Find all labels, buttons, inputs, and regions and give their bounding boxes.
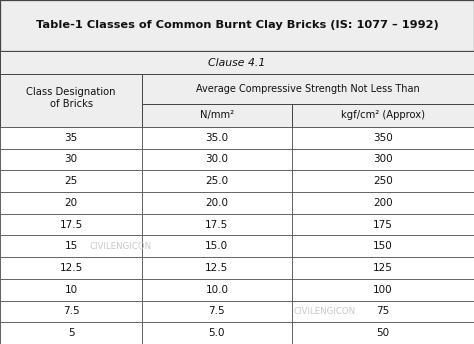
Bar [142, 104, 292, 127]
Text: N/mm²: N/mm² [200, 110, 234, 120]
Bar [142, 279, 292, 301]
Text: 100: 100 [373, 285, 392, 295]
Text: 25: 25 [64, 176, 78, 186]
Bar [292, 170, 474, 192]
Bar [0, 127, 142, 149]
Bar [0, 322, 142, 344]
Text: Average Compressive Strength Not Less Than: Average Compressive Strength Not Less Th… [196, 84, 420, 94]
Text: 15.0: 15.0 [205, 241, 228, 251]
Bar [292, 322, 474, 344]
Text: 300: 300 [373, 154, 392, 164]
Text: of Bricks: of Bricks [50, 99, 92, 109]
Bar [292, 279, 474, 301]
Text: 10.0: 10.0 [205, 285, 228, 295]
Bar [142, 257, 292, 279]
Bar [142, 235, 292, 257]
Bar [292, 192, 474, 214]
Text: 350: 350 [373, 133, 392, 143]
Text: 125: 125 [373, 263, 392, 273]
Text: Table-1 Classes of Common Burnt Clay Bricks (IS: 1077 – 1992): Table-1 Classes of Common Burnt Clay Bri… [36, 20, 438, 31]
Bar [142, 192, 292, 214]
Text: 35: 35 [64, 133, 78, 143]
Text: 20.0: 20.0 [205, 198, 228, 208]
Text: 200: 200 [373, 198, 392, 208]
Text: 17.5: 17.5 [205, 219, 228, 229]
Bar [0, 149, 142, 170]
Text: 20: 20 [64, 198, 78, 208]
Text: 50: 50 [376, 328, 389, 338]
Bar [0, 74, 142, 104]
Text: kgf/cm² (Approx): kgf/cm² (Approx) [341, 110, 425, 120]
Text: 150: 150 [373, 241, 392, 251]
Text: CIVILENGICON: CIVILENGICON [90, 242, 152, 251]
Bar [142, 170, 292, 192]
Text: 17.5: 17.5 [59, 219, 83, 229]
Bar [0, 301, 142, 322]
Bar [0, 74, 142, 127]
Bar [142, 127, 292, 149]
Bar [0, 214, 142, 235]
Text: 35.0: 35.0 [205, 133, 228, 143]
Bar [0, 235, 142, 257]
Text: 5.0: 5.0 [209, 328, 225, 338]
Bar [292, 301, 474, 322]
Bar [0, 0, 474, 51]
Bar [0, 257, 142, 279]
Text: 30.0: 30.0 [205, 154, 228, 164]
Text: 250: 250 [373, 176, 392, 186]
Bar [0, 51, 474, 74]
Text: 25.0: 25.0 [205, 176, 228, 186]
Bar [142, 149, 292, 170]
Text: 175: 175 [373, 219, 392, 229]
Text: 7.5: 7.5 [209, 307, 225, 316]
Bar [292, 214, 474, 235]
Bar [292, 257, 474, 279]
Bar [142, 214, 292, 235]
Bar [0, 192, 142, 214]
Text: 30: 30 [64, 154, 78, 164]
Bar [292, 127, 474, 149]
Bar [0, 279, 142, 301]
Bar [142, 74, 474, 104]
Bar [292, 235, 474, 257]
Text: 5: 5 [68, 328, 74, 338]
Text: 10: 10 [64, 285, 78, 295]
Bar [142, 322, 292, 344]
Bar [292, 104, 474, 127]
Text: 12.5: 12.5 [205, 263, 228, 273]
Text: Class Designation: Class Designation [27, 87, 116, 97]
Bar [142, 301, 292, 322]
Text: 75: 75 [376, 307, 389, 316]
Bar [0, 170, 142, 192]
Text: 12.5: 12.5 [59, 263, 83, 273]
Text: CIVILENGICON: CIVILENGICON [293, 307, 356, 316]
Text: 7.5: 7.5 [63, 307, 80, 316]
Text: Clause 4.1: Clause 4.1 [209, 57, 265, 68]
Text: 15: 15 [64, 241, 78, 251]
Bar [292, 149, 474, 170]
